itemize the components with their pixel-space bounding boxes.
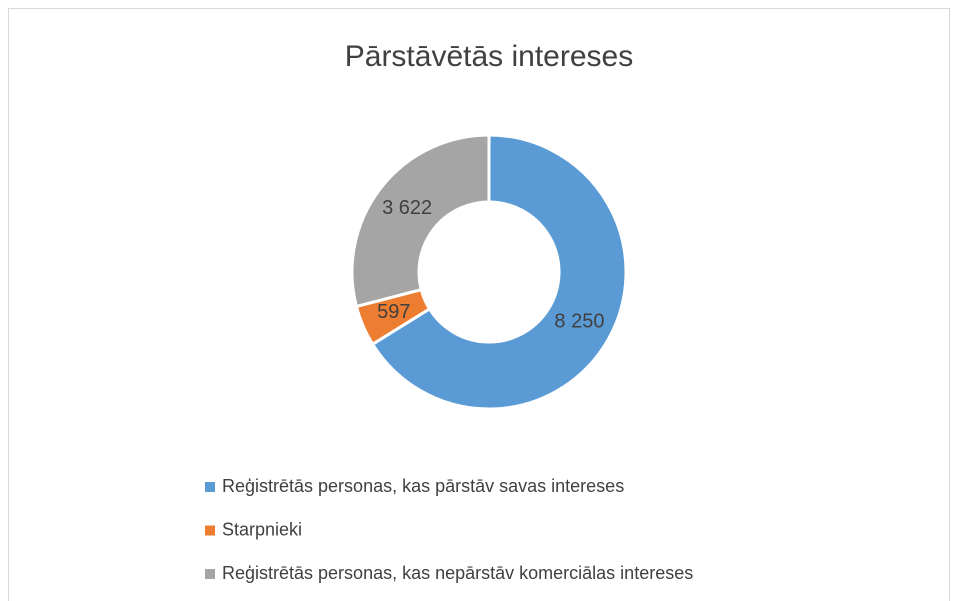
chart-border xyxy=(8,8,950,601)
legend-label: Reģistrētās personas, kas nepārstāv kome… xyxy=(222,563,693,583)
legend-swatch xyxy=(205,482,215,492)
donut-slice xyxy=(350,133,491,309)
legend-swatch xyxy=(205,569,215,579)
legend-label: Starpnieki xyxy=(222,519,302,539)
data-label: 3 622 xyxy=(382,197,432,219)
chart-title: Pārstāvētās intereses xyxy=(345,40,633,73)
legend-label: Reģistrētās personas, kas pārstāv savas … xyxy=(222,476,624,496)
donut-slice xyxy=(370,133,628,411)
data-label: 8 250 xyxy=(554,311,604,333)
data-label: 597 xyxy=(377,301,410,323)
legend-swatch xyxy=(205,525,215,536)
